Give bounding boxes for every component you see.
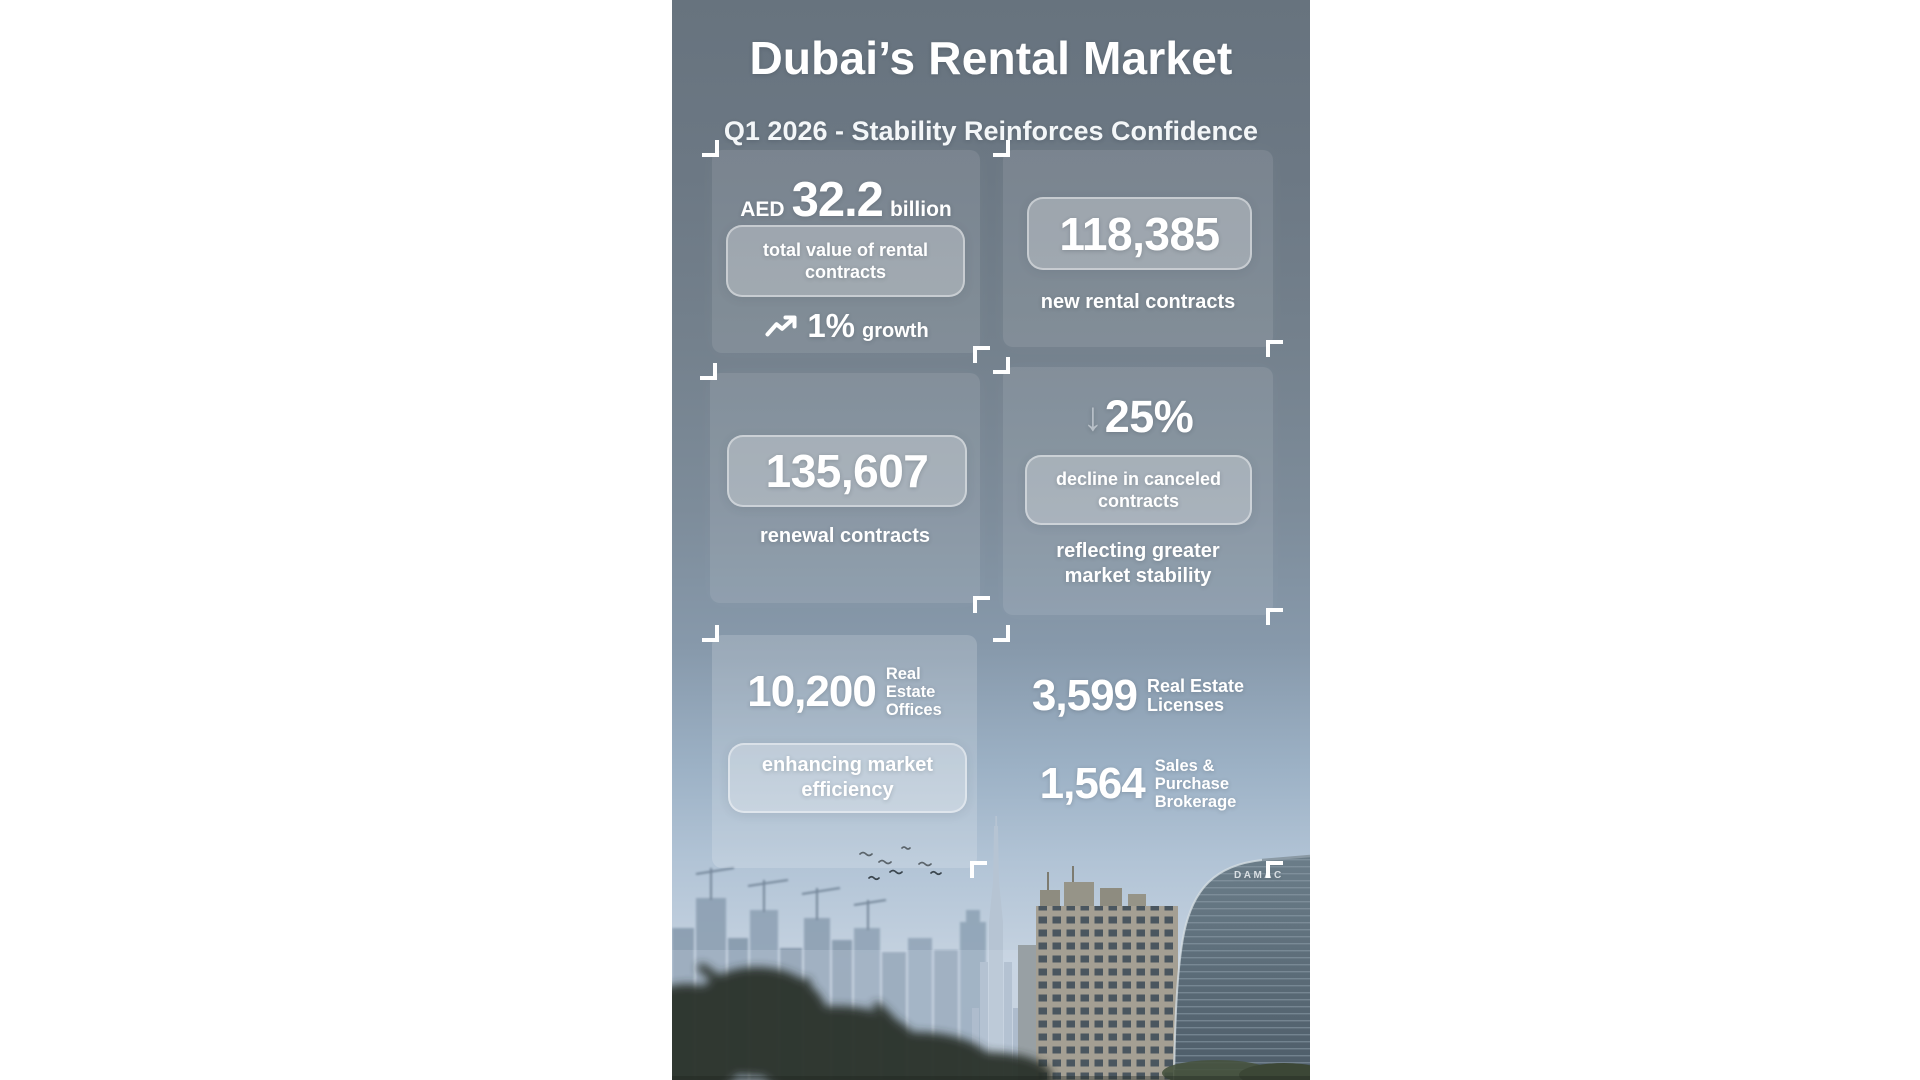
- page-title: Dubai’s Rental Market: [749, 32, 1233, 84]
- licenses-label: Real Estate Licenses: [1147, 675, 1245, 716]
- licenses-stat-row: 3,599 Real Estate Licenses: [1003, 671, 1273, 721]
- corner-bracket-icon: [1266, 340, 1283, 357]
- base-trees: [1162, 1060, 1310, 1080]
- label-line: Licenses: [1147, 695, 1225, 715]
- pill-text: total value of rental contracts: [763, 239, 928, 283]
- note-line: market stability: [1064, 565, 1212, 587]
- grid-tower: [1018, 866, 1178, 1080]
- cityscape-photo: DAMAC: [672, 816, 1310, 1080]
- bird-icon: [878, 859, 892, 865]
- corner-bracket-icon: [702, 140, 719, 157]
- stat-card-canceled-contracts: ↓25% decline in canceled contracts reflec…: [993, 357, 1283, 625]
- stat-card-licenses: 3,599 Real Estate Licenses 1,564 Sales &…: [993, 625, 1283, 878]
- pill-text-line: contracts: [1097, 491, 1179, 511]
- canceled-pill: decline in canceled contracts: [1025, 455, 1252, 525]
- currency-label: AED: [740, 198, 785, 221]
- renewal-contracts-value-pill: 135,607: [727, 435, 967, 507]
- label-line: Real Estate: [1147, 675, 1245, 696]
- growth-row: 1% growth: [712, 307, 980, 345]
- offices-number: 10,200: [747, 667, 877, 716]
- corner-bracket-icon: [700, 363, 717, 380]
- brokerage-label: Sales & Purchase Brokerage: [1155, 757, 1237, 811]
- bird-icon: [918, 861, 932, 867]
- growth-label: growth: [862, 320, 929, 342]
- bird-icon: [930, 870, 942, 876]
- trend-up-icon: [765, 315, 797, 337]
- pill-text: decline in canceled contracts: [1056, 468, 1221, 512]
- new-contracts-number: 118,385: [1059, 207, 1220, 260]
- offices-stat-row: 10,200 Real Estate Offices: [712, 665, 977, 719]
- bird-icon: [859, 851, 873, 857]
- corner-bracket-icon: [1266, 608, 1283, 625]
- bird-icon: [901, 846, 911, 850]
- new-contracts-value-pill: 118,385: [1027, 197, 1252, 270]
- pill-text-line: total value of rental: [762, 240, 929, 260]
- damac-building: DAMAC: [1173, 854, 1310, 1080]
- pill-text-line: contracts: [804, 262, 886, 282]
- corner-bracket-icon: [993, 625, 1010, 642]
- canceled-percent: 25%: [1104, 391, 1194, 442]
- unit-label: billion: [889, 198, 952, 221]
- canceled-note: reflecting greater market stability: [1003, 539, 1273, 589]
- page-subtitle: Q1 2026 - Stability Reinforces Confidenc…: [723, 116, 1259, 146]
- infographic-panel: DAMAC: [672, 0, 1310, 1080]
- stat-card-renewal-contracts: 135,607 renewal contracts: [700, 363, 990, 613]
- bird-icon: [889, 869, 903, 875]
- burj-khalifa-silhouette: [972, 816, 1020, 1080]
- total-value-number: 32.2: [791, 173, 884, 227]
- corner-bracket-icon: [973, 596, 990, 613]
- canceled-headline: ↓25%: [1003, 391, 1273, 443]
- total-value-headline: AED 32.2 billion: [712, 172, 980, 228]
- corner-bracket-icon: [993, 140, 1010, 157]
- construction-cranes: [695, 867, 887, 930]
- brokerage-number: 1,564: [1039, 759, 1146, 808]
- corner-bracket-icon: [702, 625, 719, 642]
- stat-card-new-contracts: 118,385 new rental contracts: [993, 140, 1283, 357]
- bird-icon: [868, 875, 880, 881]
- corner-bracket-icon: [993, 357, 1010, 374]
- label-line: Purchase: [1154, 775, 1230, 793]
- offices-pill: enhancing market efficiency: [728, 743, 967, 813]
- growth-value: 1%: [807, 307, 856, 344]
- licenses-number: 3,599: [1031, 671, 1138, 720]
- pill-text-line: enhancing market: [761, 754, 934, 776]
- label-line: Brokerage: [1154, 793, 1237, 811]
- pill-text-line: decline in canceled: [1055, 469, 1222, 489]
- building-sign-text: DAMAC: [1234, 870, 1284, 881]
- note-line: reflecting greater: [1056, 540, 1220, 562]
- label-line: Estate: [885, 683, 936, 701]
- pill-text: enhancing market efficiency: [762, 753, 933, 803]
- label-line: Sales &: [1154, 757, 1215, 775]
- label-line: Offices: [885, 701, 942, 719]
- bottom-shadow-strip: [672, 1076, 1310, 1080]
- renewal-contracts-number: 135,607: [765, 445, 929, 497]
- header: Dubai’s Rental Market Q1 2026 - Stabilit…: [672, 0, 1310, 147]
- corner-bracket-icon: [1266, 861, 1283, 878]
- pill-text-line: efficiency: [801, 779, 894, 801]
- stat-card-total-value: AED 32.2 billion total value of rental cont…: [702, 140, 990, 363]
- birds-flock: [859, 846, 942, 881]
- offices-label: Real Estate Offices: [886, 665, 942, 719]
- corner-bracket-icon: [973, 346, 990, 363]
- new-contracts-label: new rental contracts: [1040, 291, 1236, 313]
- total-value-pill: total value of rental contracts: [726, 225, 965, 297]
- stat-card-offices: 10,200 Real Estate Offices enhancing mar…: [702, 625, 987, 878]
- brokerage-stat-row: 1,564 Sales & Purchase Brokerage: [1003, 757, 1273, 811]
- palm-silhouette: [672, 963, 1052, 1080]
- label-line: Real: [885, 665, 921, 683]
- corner-bracket-icon: [970, 861, 987, 878]
- down-arrow-icon: ↓: [1082, 395, 1103, 439]
- renewal-contracts-label: renewal contracts: [759, 525, 931, 547]
